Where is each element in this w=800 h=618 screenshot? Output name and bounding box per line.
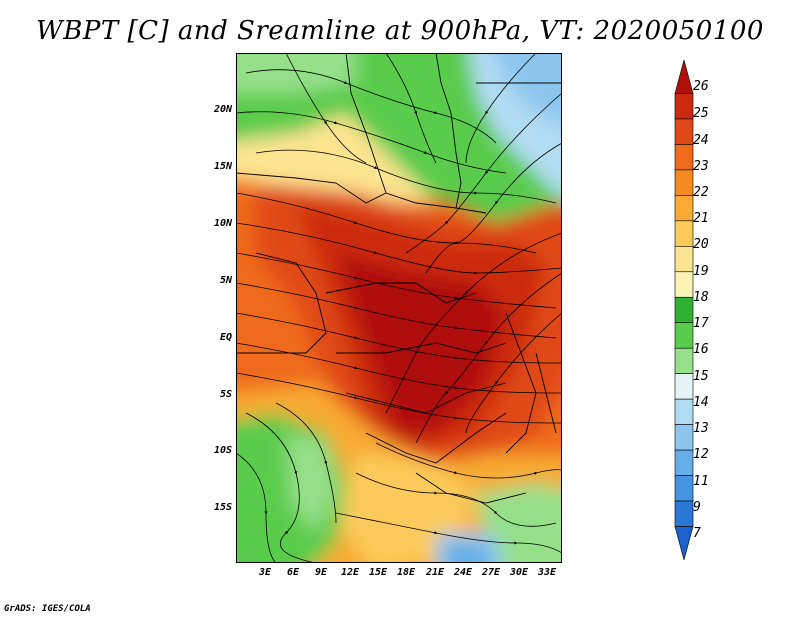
colorbar-label: 16: [693, 342, 709, 357]
colorbar-label: 20: [693, 237, 709, 252]
lat-label: 5N: [219, 275, 232, 286]
colorbar-segment: [674, 93, 694, 120]
colorbar-label: 25: [693, 106, 709, 121]
plot-title: WBPT [C] and Sreamline at 900hPa, VT: 20…: [36, 16, 764, 46]
colorbar-segment: [674, 60, 694, 94]
colorbar-segment: [674, 424, 694, 451]
lat-label: 5S: [219, 389, 232, 400]
lon-label: 27E: [481, 567, 501, 578]
wbpt-field: [236, 53, 562, 563]
colorbar-label: 17: [693, 316, 709, 331]
lon-label: 3E: [258, 567, 272, 578]
colorbar-label: 12: [693, 447, 709, 462]
lat-label: 10S: [213, 445, 232, 456]
lat-label: 15S: [213, 502, 232, 513]
lat-label: EQ: [219, 332, 232, 343]
colorbar-label: 9: [693, 500, 701, 515]
colorbar-label: 24: [693, 133, 709, 148]
colorbar-label: 11: [693, 474, 709, 489]
colorbar-segment: [674, 500, 694, 527]
lon-label: 12E: [340, 567, 360, 578]
colorbar-label: 15: [693, 369, 709, 384]
colorbar-segment: [674, 169, 694, 196]
lat-label: 10N: [213, 218, 232, 229]
colorbar-segment: [674, 246, 694, 273]
lat-label: 20N: [213, 104, 232, 115]
lon-label: 15E: [368, 567, 388, 578]
colorbar-segment: [674, 220, 694, 247]
colorbar-label: 13: [693, 421, 709, 436]
streamlines: [236, 53, 562, 563]
colorbar-label: 21: [693, 211, 709, 226]
colorbar-label: 19: [693, 264, 709, 279]
footer-credit: GrADS: IGES/COLA: [4, 604, 91, 614]
colorbar-segment: [674, 398, 694, 425]
colorbar-segment: [674, 195, 694, 222]
colorbar-label: 26: [693, 79, 709, 94]
lon-label: 30E: [509, 567, 529, 578]
lon-label: 21E: [425, 567, 445, 578]
colorbar-label: 18: [693, 290, 709, 305]
colorbar-segment: [674, 475, 694, 502]
colorbar-segment: [674, 373, 694, 400]
colorbar-segment: [674, 118, 694, 145]
weather-map: [236, 53, 562, 563]
colorbar-label: 22: [693, 185, 709, 200]
colorbar-segment: [674, 296, 694, 324]
lon-label: 24E: [453, 567, 473, 578]
lon-label: 6E: [286, 567, 300, 578]
colorbar-segment: [674, 322, 694, 349]
lon-label: 33E: [537, 567, 557, 578]
colorbar-segment: [674, 271, 694, 298]
colorbar: [674, 60, 694, 560]
lat-label: 15N: [213, 161, 232, 172]
lon-label: 18E: [396, 567, 416, 578]
colorbar-label: 14: [693, 395, 709, 410]
colorbar-segment: [674, 449, 694, 476]
colorbar-segment: [674, 347, 694, 374]
colorbar-segment: [674, 144, 694, 171]
colorbar-segment: [674, 526, 694, 560]
colorbar-label: 7: [693, 526, 701, 541]
lon-label: 9E: [314, 567, 328, 578]
colorbar-label: 23: [693, 159, 709, 174]
